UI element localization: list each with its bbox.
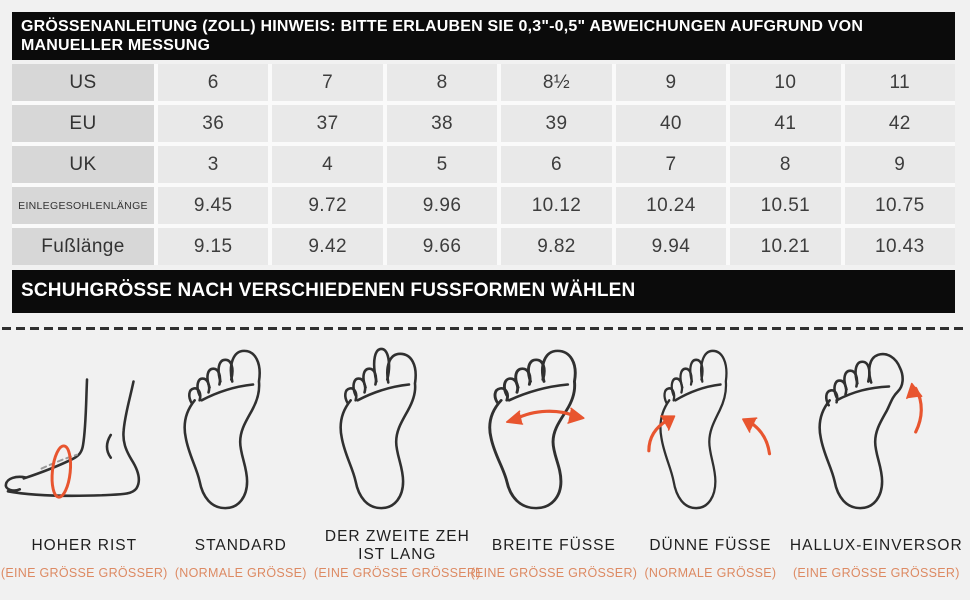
size-cell: 9.15 (158, 228, 269, 266)
size-cell: 9.45 (158, 187, 269, 225)
foot-types-section: HOHER RIST (EINE GRÖSSE GRÖSSER) STANDAR… (0, 340, 970, 580)
size-cell: 9.94 (615, 228, 727, 266)
size-cell: 6 (501, 146, 612, 184)
foot-type-name: DER ZWEITE ZEH IST LANG (324, 528, 470, 564)
size-cell: 3 (158, 146, 269, 184)
foot-type-name: DÜNNE FÜSSE (649, 537, 772, 555)
foot-type-card: HOHER RIST (EINE GRÖSSE GRÖSSER) (1, 340, 167, 580)
size-cell: 10.75 (844, 187, 955, 225)
size-cell: 10.21 (730, 228, 841, 266)
size-table: US 6 7 8 8½ 9 10 11 EU 36 37 38 39 40 41… (12, 64, 955, 266)
size-cell: 5 (386, 146, 498, 184)
foot-type-name: BREITE FÜSSE (491, 537, 616, 555)
size-cell: 11 (844, 64, 955, 102)
size-cell: 39 (501, 105, 612, 143)
thin-foot-footprint-icon (647, 349, 772, 510)
section-banner: SCHUHGRÖSSE NACH VERSCHIEDENEN FUSSFORME… (12, 270, 955, 314)
foot-type-card: DÜNNE FÜSSE (NORMALE GRÖSSE) (632, 340, 789, 580)
foot-type-card: BREITE FÜSSE (EINE GRÖSSE GRÖSSER) (470, 340, 637, 580)
high-instep-foot-icon (4, 378, 141, 499)
size-row-label: Fußlänge (12, 228, 154, 266)
foot-type-note: (NORMALE GRÖSSE) (644, 566, 777, 581)
size-cell: 10.24 (615, 187, 727, 225)
foot-type-note: (EINE GRÖSSE GRÖSSER) (470, 566, 638, 581)
foot-type-note: (EINE GRÖSSE GRÖSSER) (0, 566, 168, 581)
foot-type-note: (EINE GRÖSSE GRÖSSER) (313, 566, 481, 581)
foot-type-card: HALLUX-EINVERSOR (EINE GRÖSSE GRÖSSER) (789, 340, 964, 580)
notice-banner: GRÖSSENANLEITUNG (ZOLL) HINWEIS: BITTE E… (12, 12, 955, 61)
size-cell: 9.42 (272, 228, 383, 266)
foot-type-note: (NORMALE GRÖSSE) (174, 566, 307, 581)
size-cell: 36 (158, 105, 269, 143)
standard-footprint-icon (183, 349, 261, 510)
size-cell: 10 (730, 64, 841, 102)
size-cell: 9.72 (272, 187, 383, 225)
foot-type-note: (EINE GRÖSSE GRÖSSER) (792, 566, 960, 581)
size-row-label: UK (12, 146, 154, 184)
size-cell: 10.43 (844, 228, 955, 266)
foot-type-name: HOHER RIST (31, 537, 138, 555)
hallux-valgus-footprint-icon (818, 353, 924, 510)
size-cell: 8½ (501, 64, 612, 102)
page: GRÖSSENANLEITUNG (ZOLL) HINWEIS: BITTE E… (12, 12, 955, 314)
size-cell: 8 (386, 64, 498, 102)
size-cell: 9.96 (386, 187, 498, 225)
size-row-label: EINLEGESOHLENLÄNGE (12, 187, 154, 225)
foot-type-card: STANDARD (NORMALE GRÖSSE) (163, 340, 320, 580)
dashed-divider (2, 327, 968, 331)
size-cell: 9 (615, 64, 727, 102)
size-cell: 42 (844, 105, 955, 143)
size-row-label: US (12, 64, 154, 102)
size-cell: 41 (730, 105, 841, 143)
size-cell: 38 (386, 105, 498, 143)
foot-type-name: STANDARD (194, 537, 287, 555)
foot-type-name: HALLUX-EINVERSOR (789, 537, 963, 555)
wide-foot-footprint-icon (487, 349, 585, 510)
foot-type-card: DER ZWEITE ZEH IST LANG (EINE GRÖSSE GRÖ… (314, 340, 480, 580)
size-cell: 10.12 (501, 187, 612, 225)
size-cell: 9.66 (386, 228, 498, 266)
size-cell: 9.82 (501, 228, 612, 266)
size-cell: 7 (615, 146, 727, 184)
size-cell: 10.51 (730, 187, 841, 225)
size-cell: 7 (272, 64, 383, 102)
size-cell: 4 (272, 146, 383, 184)
long-second-toe-footprint-icon (339, 347, 418, 510)
size-cell: 37 (272, 105, 383, 143)
size-row-label: EU (12, 105, 154, 143)
size-cell: 8 (730, 146, 841, 184)
size-cell: 9 (844, 146, 955, 184)
size-cell: 40 (615, 105, 727, 143)
size-cell: 6 (158, 64, 269, 102)
